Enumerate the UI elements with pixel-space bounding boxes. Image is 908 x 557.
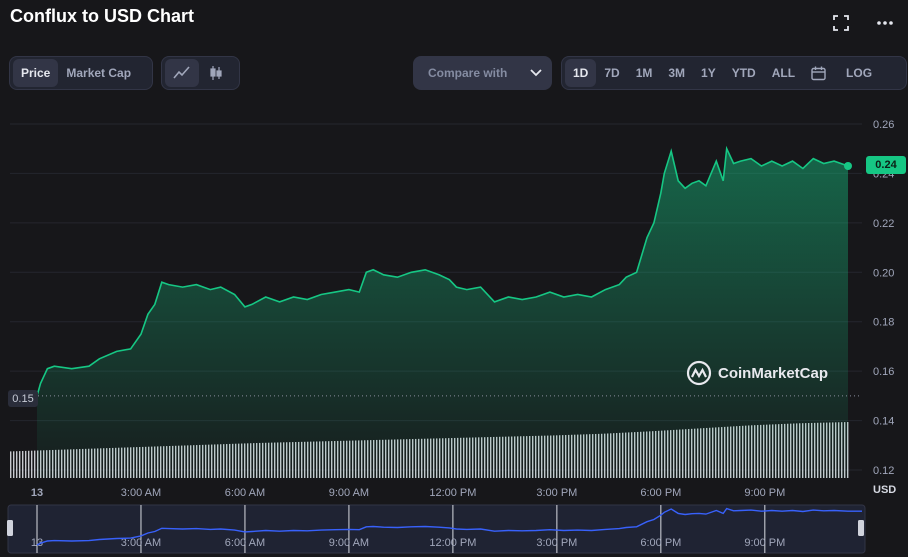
navigator-line (36, 507, 863, 546)
x-tick-label: 6:00 AM (225, 487, 265, 499)
y-tick-label: 0.16 (873, 366, 894, 378)
coinmarketcap-logo-icon (686, 360, 712, 386)
volume-bar (31, 450, 33, 478)
volume-bar (22, 450, 24, 478)
volume-bar (10, 451, 12, 478)
volume-bar (16, 451, 18, 478)
tab-price[interactable]: Price (13, 59, 59, 87)
x-tick-label: 3:00 PM (536, 487, 577, 499)
tab-market-cap[interactable]: Market Cap (66, 66, 132, 80)
y-tick-label: 0.20 (873, 267, 894, 279)
watermark-text: CoinMarketCap (718, 364, 829, 382)
compare-with-dropdown[interactable]: Compare with (413, 56, 552, 90)
volume-bar (19, 451, 21, 478)
last-price-dot (844, 162, 852, 171)
x-tick-label: 12:00 PM (429, 487, 476, 499)
data-type-toggle: Price Market Cap (9, 56, 153, 90)
x-tick-label: 9:00 AM (329, 487, 369, 499)
navigator-label: 6:00 AM (225, 537, 265, 549)
price-line (36, 145, 849, 397)
y-tick-label: 0.22 (873, 218, 894, 230)
chart-type-toggle (161, 56, 240, 90)
x-tick-label: 9:00 PM (744, 487, 785, 499)
range-1d[interactable]: 1D (565, 59, 597, 87)
navigator-label: 6:00 PM (640, 537, 681, 549)
low-price-tag: 0.15 (8, 390, 38, 407)
x-tick-label: 3:00 AM (121, 487, 161, 499)
y-tick-label: 0.14 (873, 416, 894, 428)
y-tick-label: 0.26 (873, 119, 894, 131)
line-chart-icon[interactable] (165, 59, 199, 87)
more-icon[interactable] (874, 12, 896, 34)
navigator-handle (858, 520, 864, 536)
compare-with-label: Compare with (428, 66, 508, 80)
volume-bar (34, 450, 36, 478)
navigator-handle (7, 520, 13, 536)
range-7d[interactable]: 7D (604, 66, 620, 80)
header-actions (830, 12, 896, 34)
navigator-label: 3:00 PM (536, 537, 577, 549)
volume-bar (13, 451, 15, 478)
x-tick-label: 6:00 PM (640, 487, 681, 499)
log-scale-toggle[interactable]: LOG (846, 66, 873, 80)
price-area (37, 148, 848, 478)
chevron-down-icon (530, 69, 542, 77)
range-all[interactable]: ALL (771, 66, 796, 80)
watermark: CoinMarketCap (686, 360, 828, 386)
range-1y[interactable]: 1Y (701, 66, 716, 80)
range-3m[interactable]: 3M (668, 66, 686, 80)
x-tick-label: 13 (31, 487, 43, 499)
fullscreen-icon[interactable] (830, 12, 852, 34)
y-tick-label: 0.18 (873, 317, 894, 329)
navigator-label: 9:00 PM (744, 537, 785, 549)
navigator-label: 3:00 AM (121, 537, 161, 549)
navigator-label: 12:00 PM (429, 537, 476, 549)
calendar-icon[interactable] (803, 59, 834, 87)
volume-bar (28, 450, 30, 478)
navigator-label: 13 (31, 537, 43, 549)
page-title: Conflux to USD Chart (10, 6, 194, 26)
range-ytd[interactable]: YTD (731, 66, 756, 80)
candlestick-icon[interactable] (199, 59, 233, 87)
currency-label: USD (873, 484, 897, 496)
time-range-toggle: 1D 7D 1M 3M 1Y YTD ALL LOG (561, 56, 907, 90)
y-tick-label: 0.12 (873, 465, 894, 477)
range-1m[interactable]: 1M (635, 66, 653, 80)
navigator-label: 9:00 AM (329, 537, 369, 549)
current-price-tag: 0.24 (866, 156, 906, 174)
volume-bar (25, 450, 27, 478)
